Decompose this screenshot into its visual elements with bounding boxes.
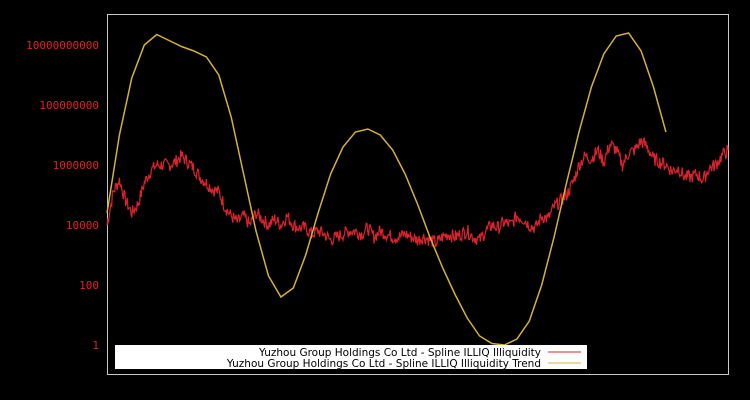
legend-box bbox=[115, 345, 587, 369]
y-axis-ticks: 10000000000 100000000 1000000 10000 100 1 bbox=[26, 39, 99, 352]
legend: Yuzhou Group Holdings Co Ltd - Spline IL… bbox=[115, 345, 587, 370]
y-tick-label: 100 bbox=[79, 279, 99, 292]
legend-label-trend: Yuzhou Group Holdings Co Ltd - Spline IL… bbox=[226, 358, 541, 370]
y-tick-label: 10000 bbox=[66, 219, 99, 232]
illiquidity-trend-line bbox=[106, 32, 667, 346]
y-tick-label: 100000000 bbox=[39, 99, 99, 112]
y-tick-label: 1 bbox=[92, 339, 99, 352]
illiquidity-line bbox=[106, 136, 729, 248]
y-tick-label: 1000000 bbox=[53, 159, 99, 172]
legend-label-illiquidity: Yuzhou Group Holdings Co Ltd - Spline IL… bbox=[258, 347, 541, 359]
y-tick-label: 10000000000 bbox=[26, 39, 99, 52]
plot-frame bbox=[107, 14, 729, 375]
